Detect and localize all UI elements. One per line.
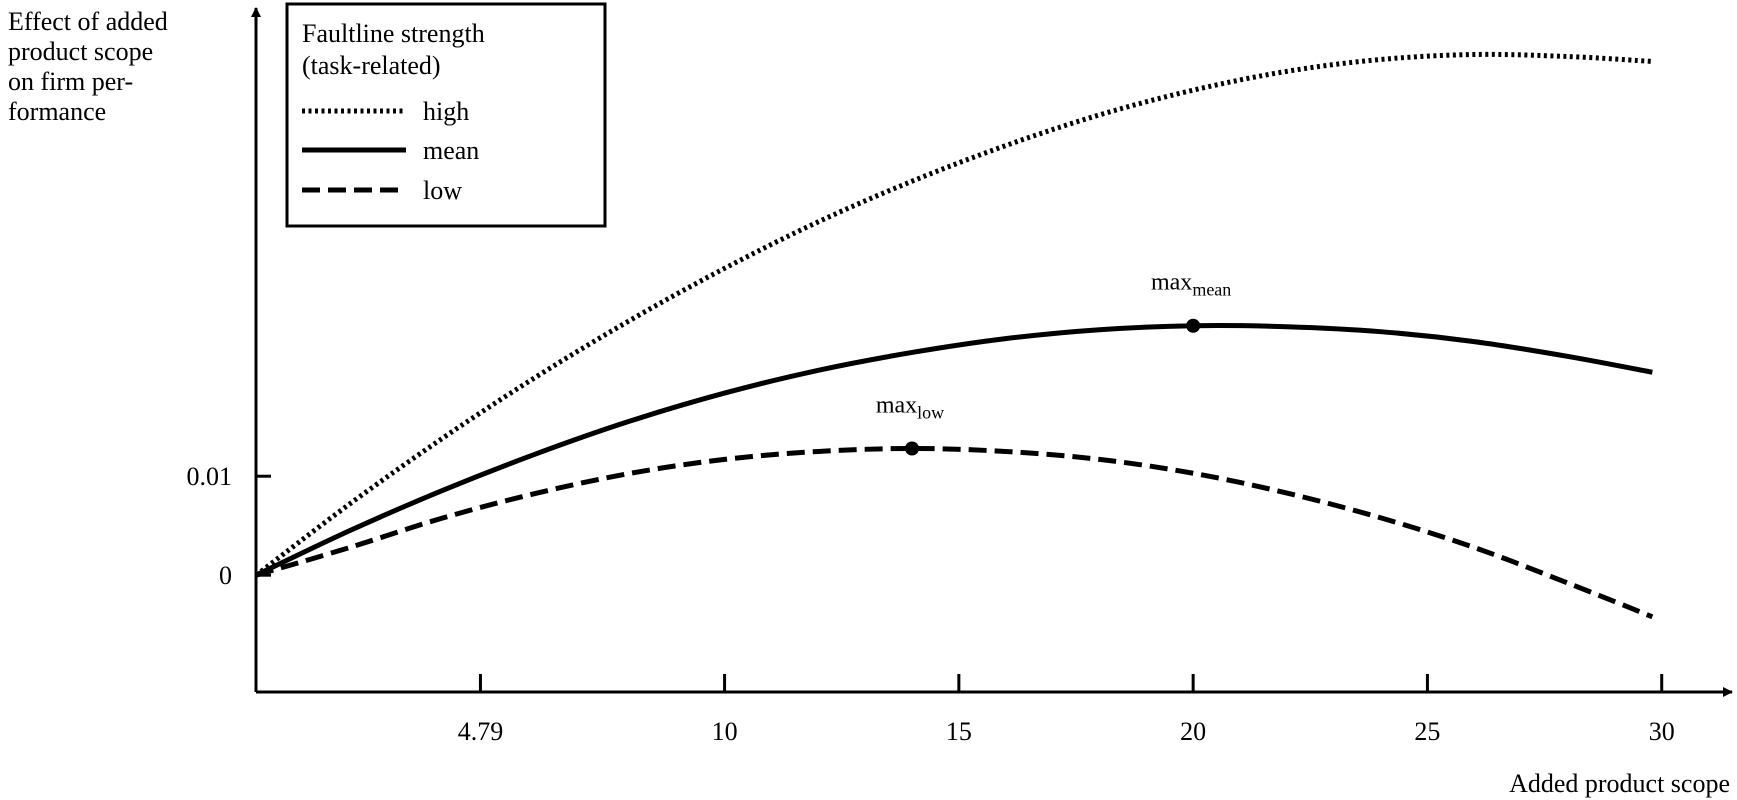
y-axis-label-line: on firm per- xyxy=(8,67,133,96)
x-axis-label: Added product scope xyxy=(1509,769,1730,798)
y-ticks: 00.01 xyxy=(187,462,271,590)
max-point-low xyxy=(905,441,919,456)
y-axis-label-line: formance xyxy=(8,97,106,126)
legend-title-line: (task-related) xyxy=(302,51,441,80)
series-line-high xyxy=(254,51,1653,578)
legend-label-mean: mean xyxy=(423,136,479,165)
x-ticks: 4.79 10 15 20 25 30 xyxy=(458,674,1675,746)
x-tick-label: 10 xyxy=(712,717,738,746)
legend-label-low: low xyxy=(423,176,462,205)
y-tick-label: 0.01 xyxy=(187,462,233,491)
series-line-mean xyxy=(254,323,1653,578)
y-tick-label: 0 xyxy=(219,561,232,590)
max-label-mean: maxmean xyxy=(1151,270,1231,300)
legend-title-line: Faultline strength xyxy=(302,19,485,48)
y-axis-label-line: product scope xyxy=(8,37,153,66)
max-label-low: maxlow xyxy=(876,392,944,422)
legend: Faultline strength (task-related) high m… xyxy=(285,2,607,228)
series-layer xyxy=(254,51,1654,620)
annotation-layer: maxmean maxlow xyxy=(876,270,1231,456)
max-point-mean xyxy=(1186,318,1201,333)
x-tick-label: 4.79 xyxy=(458,717,504,746)
x-tick-label: 20 xyxy=(1180,717,1206,746)
x-tick-label: 15 xyxy=(946,717,972,746)
x-tick-label: 30 xyxy=(1649,717,1675,746)
series-line-low xyxy=(255,445,1654,620)
x-tick-label: 25 xyxy=(1414,717,1440,746)
y-axis-label-line: Effect of added xyxy=(8,7,168,36)
legend-label-high: high xyxy=(423,97,469,126)
